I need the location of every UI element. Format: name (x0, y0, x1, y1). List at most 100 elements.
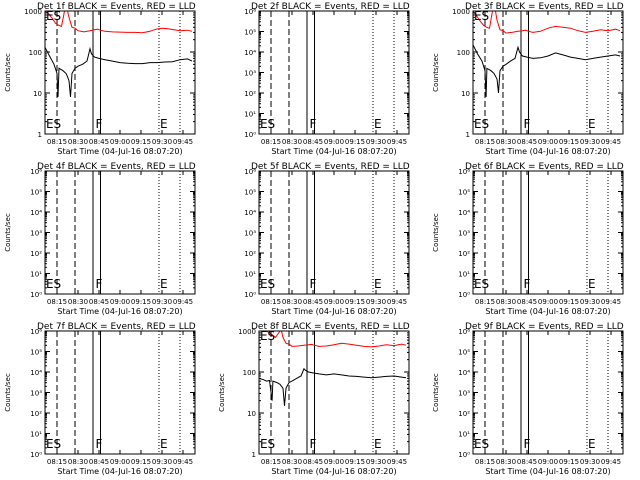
panel-title: Det 8f BLACK = Events, RED = LLD (251, 322, 410, 332)
x-tick-label: 09:45 (173, 458, 193, 466)
y-tick-label: 10⁴ (30, 209, 42, 217)
y-tick-label: 1 (252, 451, 256, 459)
x-tick-label: 09:00 (538, 138, 558, 146)
plot-frame (472, 170, 624, 295)
y-tick-label: 1000 (452, 8, 470, 16)
x-tick-label: 08:30 (496, 298, 516, 306)
marker-label-s: S (268, 277, 276, 291)
y-axis-label: Counts/sec (4, 53, 12, 92)
y-tick-label: 10² (458, 250, 470, 258)
events-series-line (258, 367, 407, 406)
marker-label-s: S (54, 277, 62, 291)
y-tick-label: 10 (247, 410, 256, 418)
x-tick-label: 08:30 (282, 458, 302, 466)
y-tick-label: 100 (457, 49, 470, 57)
x-tick-label: 09:30 (366, 458, 386, 466)
y-tick-label: 10² (244, 90, 256, 98)
y-tick-label: 1000 (238, 328, 256, 336)
plot-frame (472, 330, 624, 455)
x-tick-label: 09:15 (345, 138, 365, 146)
y-tick-label: 10¹ (244, 271, 256, 279)
panel-title: Det 9f BLACK = Events, RED = LLD (465, 322, 624, 332)
y-tick-label: 10³ (458, 390, 470, 398)
panel-title: Det 5f BLACK = Events, RED = LLD (251, 162, 410, 172)
x-tick-label: 08:30 (496, 458, 516, 466)
panel-det-1f: Det 1f BLACK = Events, RED = LLD Counts/s… (4, 2, 196, 156)
marker-label-e: E (260, 277, 268, 291)
x-tick-label: 09:45 (601, 458, 621, 466)
x-tick-label: 09:30 (580, 138, 600, 146)
x-tick-label: 08:45 (303, 138, 323, 146)
marker-label-f: F (310, 117, 317, 131)
x-tick-label: 09:30 (580, 458, 600, 466)
marker-label-e: E (588, 437, 596, 451)
y-tick-label: 10⁶ (30, 168, 42, 176)
x-tick-label: 08:30 (282, 138, 302, 146)
x-tick-label: 08:45 (89, 458, 109, 466)
y-tick-label: 100 (243, 369, 256, 377)
x-tick-label: 08:45 (89, 138, 109, 146)
panel-det-4f: Det 4f BLACK = Events, RED = LLD Counts/s… (4, 162, 196, 316)
panel-det-2f: Det 2f BLACK = Events, RED = LLD Start Ti… (244, 2, 410, 156)
x-tick-label: 08:45 (517, 138, 537, 146)
y-tick-label: 10² (30, 250, 42, 258)
x-tick-label: 09:45 (173, 138, 193, 146)
marker-label-e: E (46, 117, 54, 131)
plot-frame (258, 170, 410, 295)
plot-frame (258, 10, 410, 135)
y-axis-label: Counts/sec (4, 213, 12, 252)
x-tick-label: 09:15 (559, 298, 579, 306)
marker-label-top-s: S (268, 329, 276, 343)
y-tick-label: 10¹ (30, 431, 42, 439)
y-axis-label: Counts/sec (432, 213, 440, 252)
x-tick-label: 08:15 (475, 298, 495, 306)
x-axis-label: Start Time (04-Jul-16 08:07:20) (57, 467, 182, 476)
y-axis-label: Counts/sec (432, 53, 440, 92)
y-tick-label: 10⁶ (244, 168, 256, 176)
x-tick-label: 09:30 (152, 458, 172, 466)
y-tick-label: 10³ (244, 70, 256, 78)
marker-label-s: S (54, 117, 62, 131)
plot-frame (44, 170, 196, 295)
x-axis-label: Start Time (04-Jul-16 08:07:20) (271, 147, 396, 156)
marker-label-f: F (310, 437, 317, 451)
x-tick-label: 09:00 (538, 298, 558, 306)
x-axis-label: Start Time (04-Jul-16 08:07:20) (271, 307, 396, 316)
panel-title: Det 6f BLACK = Events, RED = LLD (465, 162, 624, 172)
y-tick-label: 1 (38, 131, 42, 139)
y-tick-label: 10⁵ (458, 189, 470, 197)
marker-label-e: E (260, 437, 268, 451)
x-tick-label: 08:15 (475, 458, 495, 466)
x-tick-label: 09:45 (601, 298, 621, 306)
y-tick-label: 10¹ (458, 271, 470, 279)
y-axis-label: Counts/sec (4, 373, 12, 412)
y-tick-label: 10³ (30, 230, 42, 238)
y-tick-label: 10⁵ (30, 349, 42, 357)
marker-label-e: E (374, 437, 382, 451)
panel-title: Det 7f BLACK = Events, RED = LLD (37, 322, 196, 332)
panel-det-3f: Det 3f BLACK = Events, RED = LLD Counts/s… (432, 2, 624, 156)
x-axis-label: Start Time (04-Jul-16 08:07:20) (271, 467, 396, 476)
marker-label-e: E (374, 117, 382, 131)
marker-label-s: S (482, 117, 490, 131)
marker-label-e: E (374, 277, 382, 291)
lld-series-line (44, 10, 193, 34)
marker-label-e: E (474, 437, 482, 451)
marker-label-e: E (46, 277, 54, 291)
marker-label-e: E (588, 277, 596, 291)
marker-label-f: F (96, 437, 103, 451)
panel-title: Det 3f BLACK = Events, RED = LLD (465, 2, 624, 12)
plot-frame (258, 330, 410, 455)
marker-label-e: E (46, 437, 54, 451)
y-tick-label: 10¹ (458, 431, 470, 439)
x-tick-label: 09:00 (324, 458, 344, 466)
y-tick-label: 10⁰ (30, 291, 42, 299)
y-tick-label: 10⁶ (458, 168, 470, 176)
x-axis-label: Start Time (04-Jul-16 08:07:20) (485, 467, 610, 476)
marker-label-f: F (524, 277, 531, 291)
y-tick-label: 10 (461, 90, 470, 98)
x-tick-label: 09:15 (559, 458, 579, 466)
panel-title: Det 4f BLACK = Events, RED = LLD (37, 162, 196, 172)
panel-det-8f: Det 8f BLACK = Events, RED = LLD Counts/s… (218, 322, 410, 476)
panel-det-6f: Det 6f BLACK = Events, RED = LLD Counts/s… (432, 162, 624, 316)
